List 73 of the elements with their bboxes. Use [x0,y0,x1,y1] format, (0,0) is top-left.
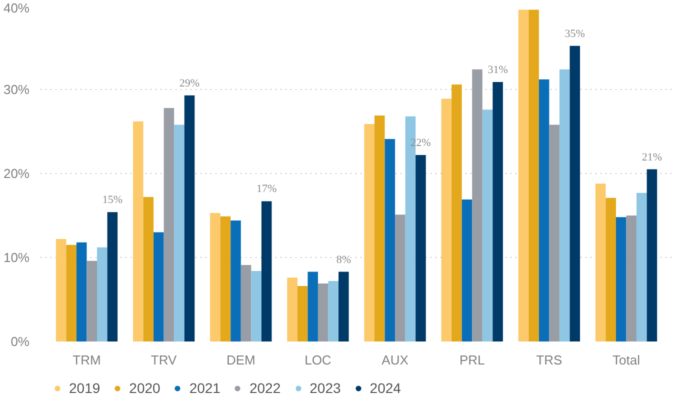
bar [328,281,339,342]
legend-label: 2024 [370,380,401,396]
bar [261,201,272,342]
bar [395,214,406,342]
bar [606,198,616,342]
bar [174,124,184,342]
bar [492,82,503,342]
bar [308,272,318,342]
bar [210,212,220,342]
bar [646,169,658,342]
legend-label: 2020 [129,380,160,396]
bar [251,270,262,342]
data-label: 15% [102,194,123,206]
bar [549,124,560,342]
bar [538,79,550,342]
x-tick-label: TRV [150,352,178,368]
bar [66,244,76,342]
legend-label: 2023 [310,380,341,396]
bar [184,95,195,342]
bar [220,216,231,342]
bar [143,197,154,342]
y-tick-label: 10% [3,250,30,265]
bar [636,192,647,342]
data-label: 35% [564,28,585,40]
legend-label: 2022 [249,380,281,396]
bar [616,217,626,342]
bar [154,232,164,342]
y-tick-label: 0% [10,334,30,349]
data-label: 17% [256,183,277,196]
bar [384,139,396,342]
bar [416,155,426,342]
bar [76,242,87,342]
bar [559,69,570,342]
bar [570,46,580,342]
data-label: 31% [488,64,508,76]
bar [452,84,462,342]
bar [107,212,118,342]
bar [86,260,98,342]
y-tick-label: 40% [3,0,30,16]
bar [338,272,349,342]
bar [240,265,252,342]
data-label: 29% [179,77,200,90]
y-tick-label: 20% [3,166,30,181]
x-tick-label: TRM [72,352,101,368]
bar [626,216,637,342]
bar [374,116,385,342]
x-tick-label: TRS [536,352,563,368]
bar [482,110,493,342]
bar [528,10,539,342]
bar [595,184,606,342]
bar [318,284,328,342]
x-tick-label: PRL [459,352,485,368]
bar [441,98,452,342]
bar [132,121,144,342]
bar [56,239,66,342]
data-label: 8% [336,254,351,266]
x-tick-label: Total [612,352,640,368]
bar [287,278,298,342]
bar [472,69,482,342]
bar [164,108,174,342]
bar [230,220,241,342]
y-tick-label: 30% [3,82,30,97]
bar [97,247,108,342]
data-label: 21% [642,151,662,164]
bar [364,124,374,342]
x-tick-label: AUX [382,352,409,368]
bar [462,200,472,342]
bar [297,286,308,342]
x-tick-label: DEM [226,352,256,368]
legend-label: 2021 [189,380,220,396]
bar [518,10,529,342]
legend-label: 2019 [69,380,100,396]
x-tick-label: LOC [304,352,332,368]
